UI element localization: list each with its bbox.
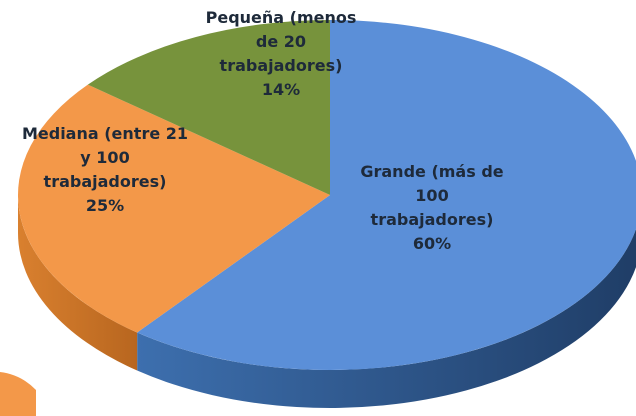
category-label: Grande (más de 100 trabajadores) xyxy=(360,162,504,229)
slice-side xyxy=(137,229,636,408)
slice xyxy=(17,84,330,333)
category-label: Pequeña (menos de 20 trabajadores) xyxy=(205,8,357,75)
slice-label: Pequeña (menos de 20 trabajadores) 14% xyxy=(196,6,366,102)
slice xyxy=(137,20,636,370)
slice-side xyxy=(18,195,138,371)
slice xyxy=(87,20,330,195)
slice-label: Grande (más de 100 trabajadores) 60% xyxy=(352,160,512,256)
value-label: 60% xyxy=(412,234,452,253)
decoration-arc xyxy=(0,372,36,416)
category-label: Mediana (entre 21 y 100 trabajadores) xyxy=(21,124,189,191)
slice-label: Mediana (entre 21 y 100 trabajadores) 25% xyxy=(20,122,190,218)
value-label: 25% xyxy=(85,196,125,215)
value-label: 14% xyxy=(261,80,301,99)
